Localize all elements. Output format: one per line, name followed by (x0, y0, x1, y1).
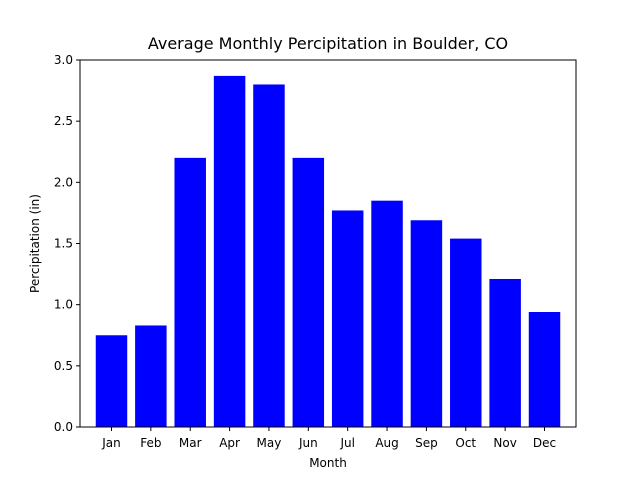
x-tick-label-nov: Nov (493, 436, 516, 450)
x-tick-label-jul: Jul (339, 436, 354, 450)
x-tick-label-dec: Dec (533, 436, 556, 450)
bar-jan (95, 335, 128, 427)
y-tick-label-6: 3.0 (54, 53, 73, 67)
bar-may (253, 84, 285, 427)
bar-mar (174, 157, 206, 427)
x-tick-label-mar: Mar (179, 436, 202, 450)
bar-jul (331, 210, 364, 427)
y-tick-label-1: 0.5 (54, 359, 73, 373)
y-tick-label-2: 1.0 (54, 298, 73, 312)
bar-sep (410, 220, 443, 427)
y-axis-label: Percipitation (in) (28, 194, 42, 293)
x-tick-label-sep: Sep (415, 436, 438, 450)
bar-dec (528, 312, 561, 427)
x-tick-label-feb: Feb (140, 436, 161, 450)
bar-feb (135, 325, 167, 427)
bar-nov (489, 278, 521, 427)
x-tick-label-may: May (257, 436, 282, 450)
x-axis-ticks: Jan Feb Mar Apr May Jun Jul Aug Sep Oct Nov Dec (101, 427, 556, 450)
x-tick-label-oct: Oct (455, 436, 476, 450)
y-axis-ticks: 0.0 0.5 1.0 1.5 2.0 2.5 3.0 (54, 53, 80, 434)
y-tick-label-3: 1.5 (54, 237, 73, 251)
x-tick-label-aug: Aug (375, 436, 398, 450)
bar-jun (292, 157, 325, 427)
y-tick-label-5: 2.5 (54, 114, 73, 128)
y-tick-label-4: 2.0 (54, 175, 73, 189)
x-tick-label-jun: Jun (298, 436, 318, 450)
x-tick-label-apr: Apr (219, 436, 240, 450)
y-tick-label-0: 0.0 (54, 420, 73, 434)
plot-frame (79, 59, 577, 428)
x-axis-label: Month (309, 456, 347, 470)
bar-aug (371, 200, 403, 427)
bar-oct (450, 238, 482, 427)
x-tick-label-jan: Jan (101, 436, 121, 450)
bars-group (95, 75, 561, 428)
bar-apr (213, 75, 246, 428)
chart-title: Average Monthly Percipitation in Boulder… (148, 34, 508, 53)
